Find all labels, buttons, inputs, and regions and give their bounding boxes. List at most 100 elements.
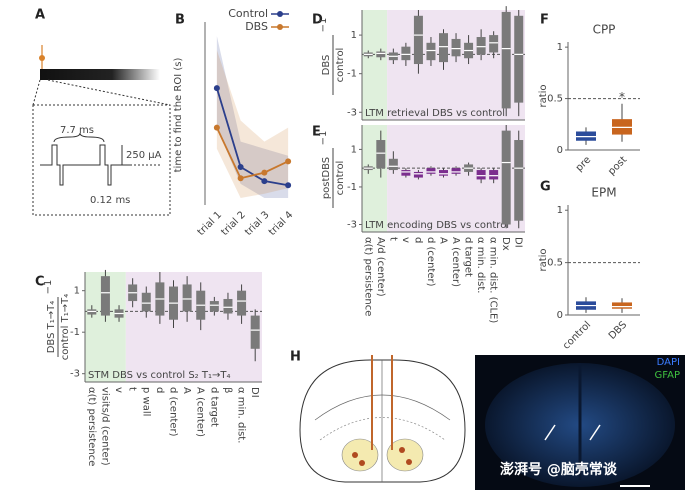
- box: [439, 170, 448, 176]
- box: [426, 168, 436, 174]
- y-tick-label: -3: [347, 107, 357, 118]
- x-tick-label: d: [412, 237, 423, 243]
- y-axis-label: ratio: [538, 248, 549, 271]
- x-tick-label: trial 2: [219, 209, 247, 237]
- box: [501, 130, 511, 225]
- box: [401, 170, 411, 176]
- watermark: 澎湃号 @脑壳常谈: [500, 461, 618, 478]
- y-tick-label: 1: [74, 286, 80, 297]
- site: [352, 452, 358, 458]
- x-tick-label: α min. dist.: [475, 237, 486, 293]
- panel-label: B: [175, 13, 185, 28]
- box: [141, 292, 151, 312]
- box: [514, 140, 524, 221]
- zoom-line: [32, 79, 41, 106]
- box: [250, 315, 260, 349]
- caption: LTM encoding DBS vs control: [365, 220, 509, 231]
- y-axis-label: DBS control −1: [318, 18, 346, 95]
- label-exponent: −1: [318, 131, 329, 146]
- legend-label: Control: [228, 7, 268, 20]
- legend-marker: [277, 11, 283, 17]
- panel-label: D: [312, 13, 323, 28]
- box: [413, 171, 423, 178]
- y-tick-label: 0: [557, 145, 563, 156]
- x-tick-label: DI: [513, 237, 524, 248]
- panel-label: C: [35, 275, 45, 290]
- x-tick-label: d (center): [168, 387, 179, 437]
- box: [388, 158, 398, 171]
- x-tick-label: A/d (center): [375, 237, 386, 297]
- chart-title: EPM: [591, 186, 616, 200]
- box: [100, 276, 110, 316]
- x-tick-label: control: [561, 319, 593, 351]
- panel-label: G: [540, 180, 551, 195]
- x-tick-label: d target: [208, 387, 219, 427]
- site: [399, 447, 405, 453]
- caption: STM DBS vs control S₂ T₁→T₄: [88, 370, 230, 381]
- legend-label: DBS: [245, 20, 268, 33]
- point: [261, 178, 268, 185]
- x-tick-label: DBS: [607, 319, 629, 341]
- error-band: [216, 50, 289, 198]
- region-bg: [362, 10, 388, 120]
- point: [213, 124, 220, 131]
- x-tick-label: α min. dist.: [236, 387, 247, 443]
- box: [451, 168, 461, 174]
- y-axis-label: ratio: [538, 84, 549, 107]
- box: [489, 35, 499, 53]
- stain-label: GFAP: [655, 370, 680, 381]
- target-region: [386, 438, 424, 472]
- label-exponent: −1: [318, 18, 329, 33]
- error-band: [216, 36, 289, 198]
- box: [476, 37, 486, 55]
- y-tick-label: 1: [351, 144, 357, 155]
- x-tick-label: d (center): [425, 237, 436, 287]
- x-tick-label: DI: [249, 387, 260, 398]
- x-tick-label: Dx: [500, 237, 511, 251]
- box: [426, 42, 436, 61]
- panel-label: H: [290, 350, 301, 365]
- box: [514, 15, 524, 103]
- legend-marker: [277, 24, 283, 30]
- target-region: [341, 438, 379, 472]
- x-tick-label: A (center): [195, 387, 206, 437]
- box: [476, 170, 486, 180]
- box: [612, 302, 632, 309]
- panel-h: H DAPI GFAP 澎湃号 @脑壳常谈: [290, 350, 685, 490]
- y-tick-label: -1: [70, 327, 80, 338]
- y-tick-label: -3: [70, 369, 80, 380]
- y-axis-label: DBS T₁→T₄ control T₁→T₄ −1: [43, 280, 71, 361]
- x-tick-label: t: [387, 237, 398, 241]
- label-denominator: control T₁→T₄: [60, 294, 71, 360]
- label-exponent: −1: [43, 280, 54, 295]
- y-tick-label: 0.5: [547, 258, 563, 269]
- box: [451, 38, 461, 57]
- x-tick-label: v: [400, 237, 411, 243]
- chart-title: CPP: [593, 23, 616, 37]
- box: [223, 298, 233, 314]
- x-tick-label: t: [127, 387, 138, 391]
- panel-label: A: [35, 8, 45, 23]
- label-numerator: DBS T₁→T₄: [46, 301, 57, 354]
- box: [376, 140, 386, 169]
- series-line: [216, 127, 289, 180]
- amplitude-label: 250 µA: [126, 150, 162, 161]
- box: [413, 15, 423, 65]
- width-label: 7.7 ms: [60, 125, 94, 136]
- point: [213, 85, 220, 92]
- point: [237, 163, 244, 170]
- y-tick-label: 1: [557, 205, 563, 216]
- x-tick-label: d target: [463, 237, 474, 277]
- x-tick-label: pre: [574, 154, 593, 173]
- site: [359, 460, 365, 466]
- brace: [53, 132, 105, 143]
- brain-outline: [299, 359, 466, 483]
- annotation: *: [619, 90, 625, 104]
- electrode: [40, 69, 160, 80]
- y-tick-label: 0: [557, 310, 563, 321]
- x-tick-label: trial 3: [243, 209, 271, 237]
- x-tick-label: α(t) persistence: [362, 237, 373, 316]
- x-tick-label: d: [154, 387, 165, 393]
- y-axis-label: time to find the ROI (s): [173, 58, 184, 173]
- label-denominator: control: [335, 48, 346, 83]
